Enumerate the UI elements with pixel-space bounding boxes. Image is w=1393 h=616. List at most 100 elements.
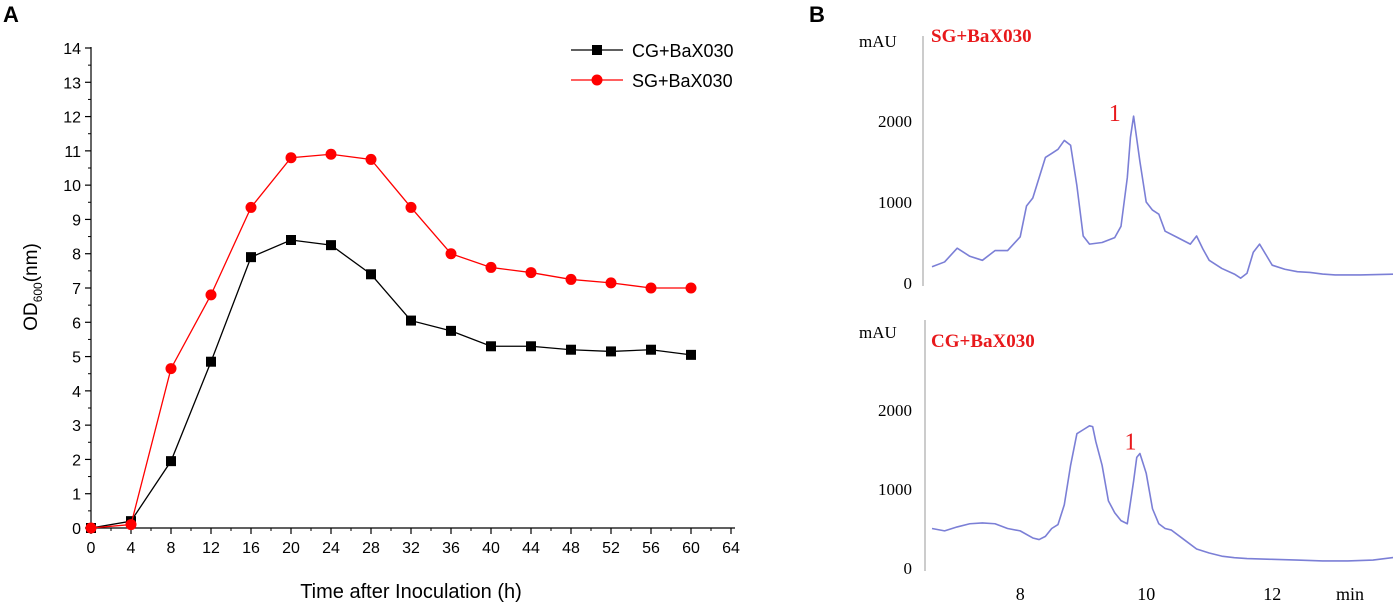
y-tick-label: 3	[72, 418, 81, 435]
series-line	[90, 239, 692, 529]
data-point	[286, 235, 296, 245]
x-tick-label: 52	[602, 540, 620, 557]
y-tick-label: 1000	[878, 193, 912, 212]
x-tick-label: 12	[202, 540, 220, 557]
x-tick-label: 32	[402, 540, 420, 557]
y-tick-label: 2	[72, 452, 81, 469]
data-point	[245, 201, 257, 213]
x-tick-label: 60	[682, 540, 700, 557]
x-tick-label: 24	[322, 540, 340, 557]
y-label-subscript: 600	[31, 282, 45, 302]
y-tick-label: 0	[904, 559, 913, 578]
x-tick-label: 44	[522, 540, 540, 557]
data-point	[565, 273, 577, 285]
chromatogram-top: mAU 0 1000 2000 SG+BaX030 1	[859, 26, 1393, 293]
peak-label: 1	[1109, 101, 1121, 127]
data-point	[605, 277, 617, 289]
y-label-main: OD	[21, 302, 42, 331]
y-tick-label: 13	[63, 75, 81, 92]
panel-b: B mAU 0 1000 2000 SG+BaX030 1 mAU 0 1000 2000 CG+…	[809, 2, 1393, 604]
data-point	[85, 522, 97, 534]
y-tick-label: 10	[63, 178, 81, 195]
legend-label: CG+BaX030	[632, 41, 734, 61]
data-point	[646, 344, 656, 355]
legend-marker	[592, 45, 602, 55]
chromatogram-trace	[931, 424, 1393, 562]
x-ticks: 0 4 8 12 16 20 24 28 32 36 40 44 48 52 56 60 64	[87, 528, 740, 557]
data-point	[166, 456, 176, 467]
data-point	[165, 363, 177, 375]
panel-label-a: A	[3, 2, 19, 27]
x-tick-label: 40	[482, 540, 500, 557]
x-tick-label: 36	[442, 540, 460, 557]
x-tick-label: 12	[1263, 584, 1281, 604]
data-point	[686, 349, 696, 360]
data-point	[285, 152, 297, 164]
x-tick-label: 0	[87, 540, 96, 557]
x-tick-label: 56	[642, 540, 660, 557]
y-tick-label: 7	[72, 281, 81, 298]
data-point	[246, 252, 256, 263]
data-point	[445, 248, 457, 260]
series-group	[85, 148, 697, 534]
y-unit-label: mAU	[859, 32, 897, 51]
data-point	[685, 282, 697, 294]
data-point	[525, 267, 537, 279]
data-point	[606, 346, 616, 357]
y-tick-label: 5	[72, 350, 81, 367]
y-tick-label: 11	[64, 144, 81, 161]
panel-label-b: B	[809, 2, 825, 27]
y-tick-label: 1000	[878, 480, 912, 499]
data-point	[446, 325, 456, 336]
data-point	[206, 356, 216, 367]
chromatogram-x-axis: 8 10 12 min	[1016, 584, 1364, 604]
data-point	[325, 148, 337, 160]
y-tick-label: 8	[72, 247, 81, 264]
data-point	[566, 344, 576, 355]
x-tick-label: 64	[722, 540, 740, 557]
legend-label: SG+BaX030	[632, 71, 733, 91]
y-tick-label: 2000	[878, 401, 912, 420]
x-tick-label: 8	[1016, 584, 1025, 604]
x-tick-label: 10	[1137, 584, 1155, 604]
chromatogram-title: SG+BaX030	[931, 26, 1032, 47]
peak-label: 1	[1124, 430, 1136, 456]
y-tick-label: 6	[72, 315, 81, 332]
x-tick-label: 48	[562, 540, 580, 557]
x-tick-label: 28	[362, 540, 380, 557]
x-axis-label: min	[1336, 584, 1364, 604]
x-tick-label: 16	[242, 540, 260, 557]
data-point	[526, 341, 536, 352]
data-point	[366, 269, 376, 280]
data-point	[485, 261, 497, 273]
data-point	[125, 519, 137, 531]
legend-marker	[591, 74, 603, 86]
chromatogram-bottom: mAU 0 1000 2000 CG+BaX030 1	[859, 320, 1393, 578]
y-tick-label: 0	[904, 274, 913, 293]
y-tick-label: 0	[72, 521, 81, 538]
y-tick-label: 2000	[878, 112, 912, 131]
y-tick-label: 14	[63, 41, 81, 58]
y-tick-label: 4	[72, 384, 81, 401]
y-axis-label: OD600(nm)	[21, 243, 45, 331]
y-tick-label: 9	[72, 212, 81, 229]
data-point	[326, 240, 336, 251]
data-point	[205, 289, 217, 301]
chromatogram-title: CG+BaX030	[931, 331, 1035, 352]
x-tick-label: 4	[127, 540, 136, 557]
x-tick-label: 20	[282, 540, 300, 557]
data-point	[406, 315, 416, 326]
y-tick-label: 1	[72, 487, 81, 504]
data-point	[365, 153, 377, 165]
y-label-unit: (nm)	[21, 243, 42, 282]
x-tick-label: 8	[167, 540, 176, 557]
svg-text:OD600(nm): OD600(nm)	[21, 243, 45, 331]
legend: CG+BaX030 SG+BaX030	[571, 41, 734, 91]
series-line	[90, 153, 691, 529]
chromatogram-trace	[931, 115, 1393, 279]
data-point	[645, 282, 657, 294]
y-unit-label: mAU	[859, 323, 897, 342]
